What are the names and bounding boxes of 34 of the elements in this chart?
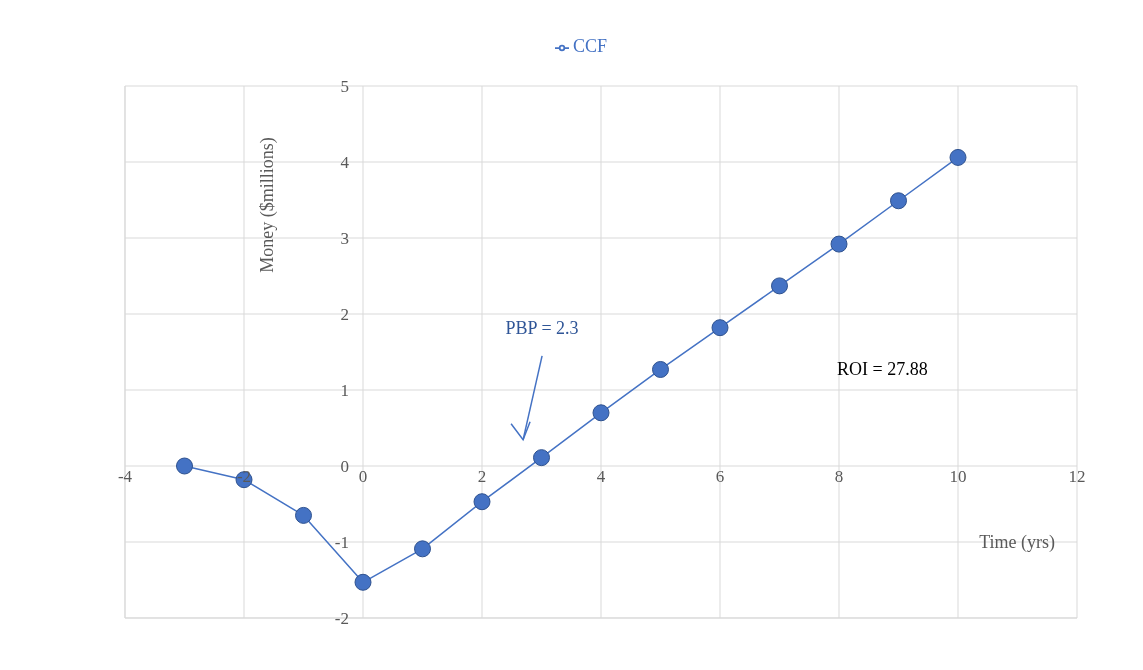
x-tick-label: 2 bbox=[477, 467, 487, 486]
point bbox=[176, 457, 193, 475]
point bbox=[592, 404, 610, 422]
x-axis-title: Time (yrs) bbox=[979, 532, 1055, 553]
x-tick-label: 4 bbox=[596, 467, 606, 486]
point bbox=[414, 540, 431, 558]
annotation: ROI = 27.88 bbox=[837, 359, 928, 379]
point bbox=[533, 449, 550, 467]
point bbox=[473, 493, 491, 511]
y-tick-label: 3 bbox=[340, 229, 349, 248]
y-axis-title: Money ($millions) bbox=[257, 137, 278, 273]
x-tick-label: -4 bbox=[117, 467, 133, 486]
point bbox=[295, 506, 312, 524]
x-tick-label: 10 bbox=[949, 467, 967, 486]
y-tick-label: -2 bbox=[334, 609, 349, 628]
point bbox=[711, 319, 729, 337]
y-tick-label: 1 bbox=[340, 381, 349, 400]
legend-label: CCF bbox=[572, 36, 608, 56]
x-tick-label: 12 bbox=[1068, 467, 1086, 486]
y-tick-label: -1 bbox=[334, 533, 349, 552]
point bbox=[890, 192, 907, 210]
x-tick-label: 0 bbox=[358, 467, 368, 486]
point bbox=[354, 573, 372, 591]
y-tick-label: 5 bbox=[340, 77, 349, 96]
x-tick-label: -2 bbox=[236, 467, 252, 486]
y-tick-label: 4 bbox=[340, 153, 350, 172]
point bbox=[652, 360, 669, 378]
x-tick-label: 6 bbox=[715, 467, 725, 486]
x-tick-label: 8 bbox=[834, 467, 844, 486]
point bbox=[830, 235, 848, 253]
point bbox=[771, 277, 788, 295]
point bbox=[949, 148, 967, 166]
annotation: PBP = 2.3 bbox=[505, 317, 579, 338]
y-tick-label: 2 bbox=[340, 305, 349, 324]
